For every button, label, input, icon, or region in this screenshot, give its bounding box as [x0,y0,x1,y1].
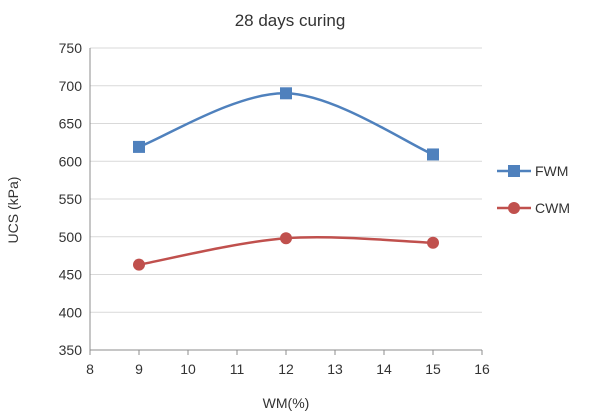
legend-label-fwm: FWM [535,163,568,179]
data-point-cwm [133,258,145,271]
chart-title: 28 days curing [235,11,346,30]
series-group [133,87,439,271]
x-tick-label: 11 [230,361,245,377]
legend-item-cwm: CWM [497,200,570,216]
x-tick-label: 13 [327,361,343,377]
data-point-cwm [427,236,439,249]
x-tick-label: 16 [474,361,490,377]
data-point-fwm [427,148,439,161]
x-tick-label: 10 [180,361,196,377]
legend-marker-cwm [508,202,520,214]
y-tick-label: 500 [59,229,83,245]
x-tick-label: 14 [376,361,392,377]
x-tick-label: 9 [135,361,143,377]
y-axis-title: UCS (kPa) [5,177,21,244]
data-point-fwm [133,140,145,153]
y-tick-label: 650 [59,116,83,132]
series-fwm [133,87,439,161]
y-tick-label: 700 [59,78,83,94]
legend-marker-fwm [508,165,520,177]
x-tick-label: 15 [425,361,441,377]
legend-label-cwm: CWM [535,200,570,216]
data-point-fwm [280,87,292,100]
x-axis-ticks: 8 9 10 11 12 13 14 15 16 [86,350,490,377]
x-axis-title: WM(%) [263,395,310,411]
series-cwm [133,232,439,271]
legend: FWM CWM [497,163,570,216]
y-tick-label: 400 [59,304,83,320]
y-tick-label: 350 [59,342,83,358]
y-tick-label: 550 [59,191,83,207]
data-point-cwm [280,232,292,245]
x-tick-label: 12 [278,361,294,377]
x-tick-label: 8 [86,361,94,377]
y-tick-label: 750 [59,40,83,56]
y-tick-label: 600 [59,153,83,169]
legend-item-fwm: FWM [497,163,568,179]
y-axis-ticks: 350 400 450 500 550 600 650 700 750 [59,40,83,358]
y-tick-label: 450 [59,267,83,283]
